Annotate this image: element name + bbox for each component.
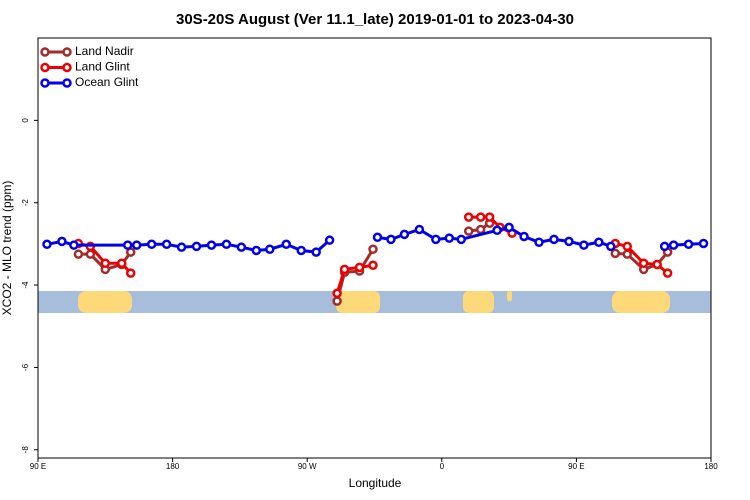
legend-marker [40,62,50,73]
data-point [221,239,232,250]
data-point [431,234,441,245]
data-point [610,248,621,259]
data-point [311,247,321,257]
data-point [125,268,136,278]
data-point [206,240,217,250]
data-point [463,226,474,236]
data-point [191,241,202,252]
data-point [146,239,157,250]
legend-label: Land Glint [75,60,130,74]
data-point [399,229,410,240]
data-point [281,239,292,250]
y-tick-label: 0 [21,118,30,123]
plot-area [42,212,709,306]
land-patch [463,291,494,313]
legend-marker [62,47,72,57]
y-tick-label: -2 [21,199,30,207]
legend-marker [62,62,72,73]
data-point [73,249,84,259]
data-point [659,241,670,252]
data-point [339,264,350,275]
legend-marker [40,47,50,57]
data-point [386,234,396,245]
data-point [176,242,187,252]
data-point [236,242,247,252]
data-point [579,240,589,250]
data-point [57,236,67,247]
plot-frame [37,37,712,459]
data-point [456,234,466,245]
data-point [332,296,342,306]
data-point [296,245,306,256]
data-point [42,239,52,250]
data-point [698,238,709,249]
data-point [414,224,425,235]
chart-title: 30S-20S August (Ver 11.1_late) 2019-01-0… [176,11,574,28]
land-strip [38,291,711,313]
data-point [484,212,495,222]
data-point [100,258,111,268]
data-point [652,259,662,270]
x-axis-label: Longitude [349,476,402,490]
data-point [668,240,679,250]
series-line [78,215,669,294]
data-point [265,244,275,254]
land-patch [78,291,132,313]
legend-marker [40,78,50,88]
data-point [683,239,694,250]
data-point [251,245,262,256]
y-tick-label: -4 [21,281,30,289]
data-point [324,235,335,245]
legend-label: Land Nadir [75,44,134,58]
data-point [622,241,632,252]
data-point [122,240,133,250]
y-tick-label: -8 [21,446,30,454]
data-point [638,258,649,268]
land-patch [612,291,670,313]
data-point [519,231,529,242]
x-tick-label: 90 E [30,462,46,471]
y-axis-label: XCO2 - MLO trend (ppm) [0,181,14,316]
data-point [368,260,378,271]
data-point [69,240,79,250]
data-point [368,244,378,254]
x-tick-label: 180 [704,462,718,471]
data-point [131,240,142,250]
data-point [594,237,604,247]
data-point [475,224,486,235]
land-patch [336,291,380,313]
data-point [662,268,673,278]
data-point [564,236,574,247]
data-point [492,225,502,236]
y-tick-label: -6 [21,363,30,371]
data-point [622,249,632,259]
data-point [549,234,559,245]
data-point [534,237,544,247]
x-tick-label: 90 W [298,462,317,471]
data-point [475,212,486,222]
data-point [332,288,342,299]
data-point [463,212,474,222]
land-patch [507,291,512,301]
data-point [117,258,127,268]
legend-marker [62,78,72,88]
x-tick-label: 90 E [568,462,584,471]
data-point [372,232,383,243]
data-point [444,233,455,243]
x-tick-label: 0 [440,462,445,471]
data-point [161,239,172,250]
data-point [606,241,616,252]
data-point [85,249,96,259]
x-tick-label: 180 [166,462,180,471]
data-point [504,222,514,233]
data-point [354,262,365,273]
legend-label: Ocean Glint [75,75,139,89]
